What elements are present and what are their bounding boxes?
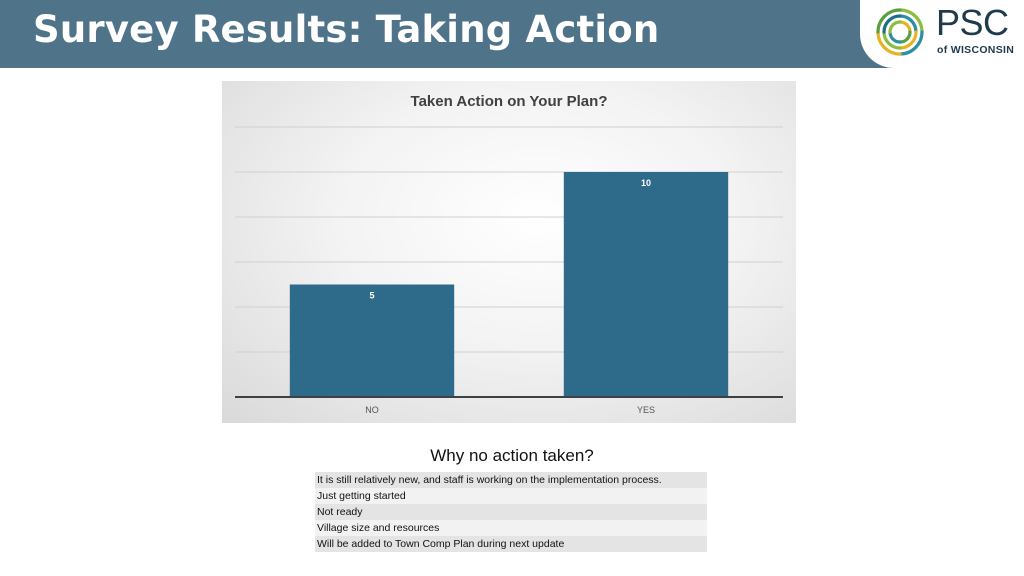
chart-title: Taken Action on Your Plan? <box>410 93 608 110</box>
reason-row: Will be added to Town Comp Plan during n… <box>315 536 707 552</box>
x-tick-label: NO <box>365 405 379 415</box>
reason-row: Not ready <box>315 504 707 520</box>
bar-chart: 5 NO 10 YES Taken Action on Your Plan? <box>222 81 796 423</box>
header-bar <box>0 0 1024 68</box>
logo-text: PSC <box>936 2 1009 43</box>
bar <box>289 284 455 397</box>
psc-swirl-logo-icon <box>876 8 924 56</box>
x-tick-label: YES <box>637 405 655 415</box>
reason-row: It is still relatively new, and staff is… <box>315 472 707 488</box>
page-title: Survey Results: Taking Action <box>33 8 660 51</box>
reason-row: Just getting started <box>315 488 707 504</box>
why-title: Why no action taken? <box>430 446 594 465</box>
bar-data-label: 5 <box>369 291 374 301</box>
reason-row: Village size and resources <box>315 520 707 536</box>
bar-chart-plot: 5 NO 10 YES <box>235 126 783 415</box>
logo-subtext: of WISCONSIN <box>937 44 1015 56</box>
bar-data-label: 10 <box>641 178 651 188</box>
logo-panel <box>860 0 1024 68</box>
reasons-table: It is still relatively new, and staff is… <box>315 472 707 552</box>
bar <box>563 172 729 397</box>
